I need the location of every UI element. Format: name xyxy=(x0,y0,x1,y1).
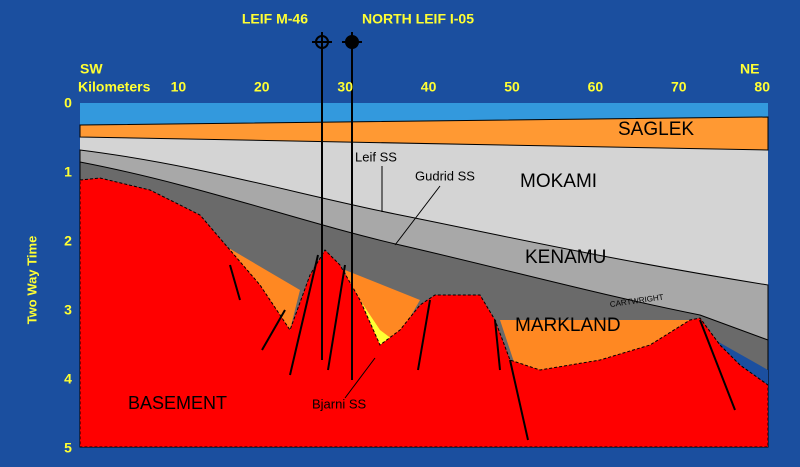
unit-label: KENAMU xyxy=(525,247,606,268)
x-tick-label: 80 xyxy=(754,79,770,95)
x-tick-label: 10 xyxy=(171,79,187,95)
y-tick-label: 4 xyxy=(64,371,72,387)
unit-label: MOKAMI xyxy=(520,171,597,192)
unit-label: SAGLEK xyxy=(618,119,694,140)
y-tick-label: 0 xyxy=(64,95,72,111)
y-tick-label: 2 xyxy=(64,233,72,249)
x-tick-label: 60 xyxy=(588,79,604,95)
x-tick-label: 40 xyxy=(421,79,437,95)
water-layer xyxy=(80,103,768,125)
x-axis-label: Kilometers xyxy=(78,79,151,95)
x-tick-label: 20 xyxy=(254,79,270,95)
unit-label: BASEMENT xyxy=(128,393,227,413)
axis-end-label: NE xyxy=(740,61,759,77)
leader-lines xyxy=(344,166,441,399)
saglek-layer xyxy=(79,116,769,151)
wells xyxy=(312,32,362,380)
y-tick-label: 1 xyxy=(64,164,72,180)
x-tick-label: 30 xyxy=(337,79,353,95)
yellow-wedge xyxy=(350,285,400,355)
sand-label: Leif SS xyxy=(355,149,397,164)
basement-layer xyxy=(79,177,769,448)
x-tick-label: 50 xyxy=(504,79,520,95)
sand-label: Gudrid SS xyxy=(415,168,475,183)
unit-label: MARKLAND xyxy=(515,315,621,336)
y-tick-label: 5 xyxy=(64,440,72,456)
y-tick-label: 3 xyxy=(64,302,72,318)
faults xyxy=(229,254,736,441)
well-label: LEIF M-46 xyxy=(242,11,308,27)
well-label: NORTH LEIF I-05 xyxy=(362,11,474,27)
sand-label: Bjarni SS xyxy=(312,396,367,411)
y-axis-label: Two Way Time xyxy=(24,236,39,325)
x-tick-label: 70 xyxy=(671,79,687,95)
axis-end-label: SW xyxy=(80,61,103,77)
